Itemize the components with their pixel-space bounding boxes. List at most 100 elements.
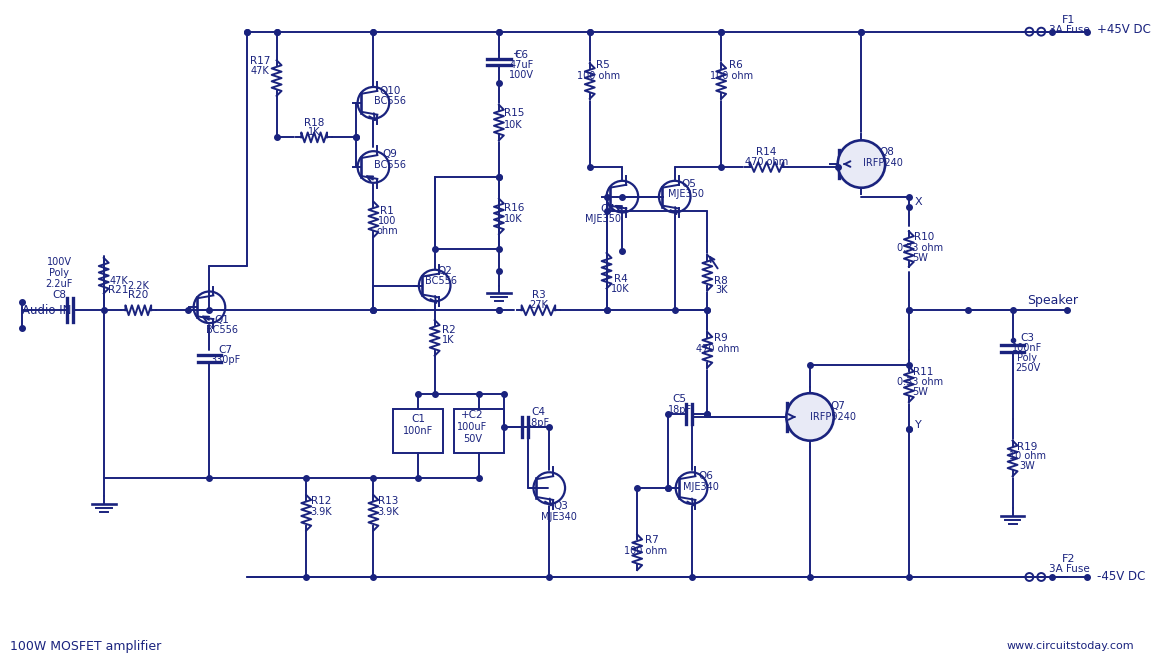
Text: -45V DC: -45V DC	[1097, 570, 1145, 584]
Text: R4: R4	[614, 274, 628, 284]
Text: BC556: BC556	[374, 96, 406, 106]
Text: 100uF: 100uF	[457, 422, 488, 432]
Text: C7: C7	[218, 345, 233, 355]
Text: 3.9K: 3.9K	[310, 507, 332, 517]
Text: MJE350: MJE350	[668, 188, 704, 199]
Text: 10K: 10K	[505, 120, 523, 130]
Text: C4: C4	[532, 407, 545, 417]
Text: Y: Y	[915, 420, 922, 430]
Text: 3W: 3W	[1019, 461, 1035, 471]
Text: Audio IN: Audio IN	[22, 304, 71, 317]
Text: C3: C3	[1020, 333, 1034, 343]
Text: 2.2K: 2.2K	[127, 280, 149, 291]
Text: Poly: Poly	[50, 268, 69, 278]
Text: R8: R8	[714, 276, 728, 286]
Text: Q3: Q3	[554, 501, 569, 511]
Text: R12: R12	[310, 496, 331, 506]
Text: R9: R9	[714, 333, 728, 343]
Text: Q2: Q2	[437, 266, 452, 276]
Text: 3A Fuse: 3A Fuse	[1048, 24, 1090, 34]
Text: BC556: BC556	[425, 276, 456, 286]
Text: BC556: BC556	[374, 160, 406, 170]
Text: 3.9K: 3.9K	[378, 507, 400, 517]
Text: 47uF: 47uF	[510, 60, 534, 70]
Text: BC556: BC556	[206, 325, 239, 335]
Text: 10K: 10K	[505, 214, 523, 224]
Text: 3A Fuse: 3A Fuse	[1048, 564, 1090, 574]
Text: Q10: Q10	[380, 86, 401, 96]
Text: R16: R16	[504, 202, 523, 212]
Text: Q9: Q9	[383, 149, 397, 159]
Text: 100 ohm: 100 ohm	[623, 546, 667, 557]
Text: IRFP240: IRFP240	[863, 158, 903, 168]
Text: R15: R15	[504, 108, 523, 118]
Text: Q7: Q7	[830, 401, 845, 411]
Text: 10 ohm: 10 ohm	[1009, 451, 1046, 461]
Text: F1: F1	[1062, 15, 1076, 25]
Text: 5W: 5W	[911, 253, 928, 263]
Text: R1: R1	[380, 206, 394, 216]
Text: 47K: 47K	[250, 66, 269, 76]
Text: Q5: Q5	[681, 178, 696, 189]
Text: +C2: +C2	[461, 410, 484, 420]
Text: 50V: 50V	[463, 434, 482, 444]
Text: MJE340: MJE340	[541, 512, 577, 522]
Text: 100nF: 100nF	[1012, 343, 1042, 353]
Text: R2: R2	[441, 325, 455, 335]
Text: 18pF: 18pF	[668, 405, 691, 415]
Text: R18: R18	[303, 118, 324, 128]
Text: 100: 100	[378, 216, 396, 226]
Circle shape	[786, 393, 834, 441]
FancyBboxPatch shape	[454, 409, 504, 453]
Text: R13: R13	[378, 496, 398, 506]
Text: 27K: 27K	[529, 300, 548, 310]
Text: 0.33 ohm: 0.33 ohm	[896, 243, 943, 253]
Text: IRFP9240: IRFP9240	[809, 412, 856, 422]
Text: C8: C8	[52, 290, 66, 301]
Text: R6: R6	[730, 60, 742, 70]
Text: Q1: Q1	[215, 315, 229, 325]
Text: R5: R5	[595, 60, 609, 70]
Text: 330pF: 330pF	[210, 355, 241, 365]
Text: 100W MOSFET amplifier: 100W MOSFET amplifier	[10, 640, 161, 652]
Text: R17: R17	[250, 56, 270, 66]
Text: X: X	[915, 196, 923, 207]
Text: 2.2uF: 2.2uF	[45, 278, 73, 289]
Text: 1K: 1K	[442, 335, 455, 345]
Text: 3K: 3K	[714, 286, 727, 295]
Text: ohm: ohm	[376, 226, 398, 236]
FancyBboxPatch shape	[394, 409, 442, 453]
Text: 47K: 47K	[109, 276, 127, 286]
Text: +45V DC: +45V DC	[1097, 23, 1150, 36]
Text: 250V: 250V	[1014, 362, 1040, 373]
Text: R10: R10	[914, 232, 933, 242]
Text: 10K: 10K	[611, 284, 630, 293]
Text: 100 ohm: 100 ohm	[577, 71, 621, 81]
Text: 100nF: 100nF	[403, 426, 433, 436]
Text: Q4: Q4	[600, 204, 615, 214]
Text: 470 ohm: 470 ohm	[696, 344, 739, 354]
Text: www.circuitstoday.com: www.circuitstoday.com	[1006, 641, 1134, 651]
Text: C6: C6	[514, 50, 528, 60]
Text: 18pF: 18pF	[527, 418, 550, 428]
Text: C5: C5	[673, 394, 687, 404]
Text: R14: R14	[756, 147, 777, 157]
Text: R19: R19	[1017, 442, 1038, 451]
Text: F2: F2	[1062, 554, 1076, 564]
Text: 470 ohm: 470 ohm	[745, 157, 789, 167]
Text: R3: R3	[532, 290, 545, 301]
Text: 100 ohm: 100 ohm	[711, 71, 754, 81]
Text: 5W: 5W	[911, 387, 928, 397]
Text: MJE340: MJE340	[683, 482, 719, 492]
Text: R20: R20	[129, 290, 148, 301]
Text: R21: R21	[109, 286, 129, 295]
Circle shape	[837, 140, 885, 188]
Text: Poly: Poly	[1018, 353, 1038, 363]
Text: Q8: Q8	[880, 147, 895, 157]
Text: C1: C1	[411, 414, 425, 424]
Text: R11: R11	[914, 368, 933, 377]
Text: 100V: 100V	[46, 257, 72, 267]
Text: 0.33 ohm: 0.33 ohm	[896, 377, 943, 387]
Text: 100V: 100V	[510, 70, 534, 80]
Text: R7: R7	[645, 535, 659, 545]
